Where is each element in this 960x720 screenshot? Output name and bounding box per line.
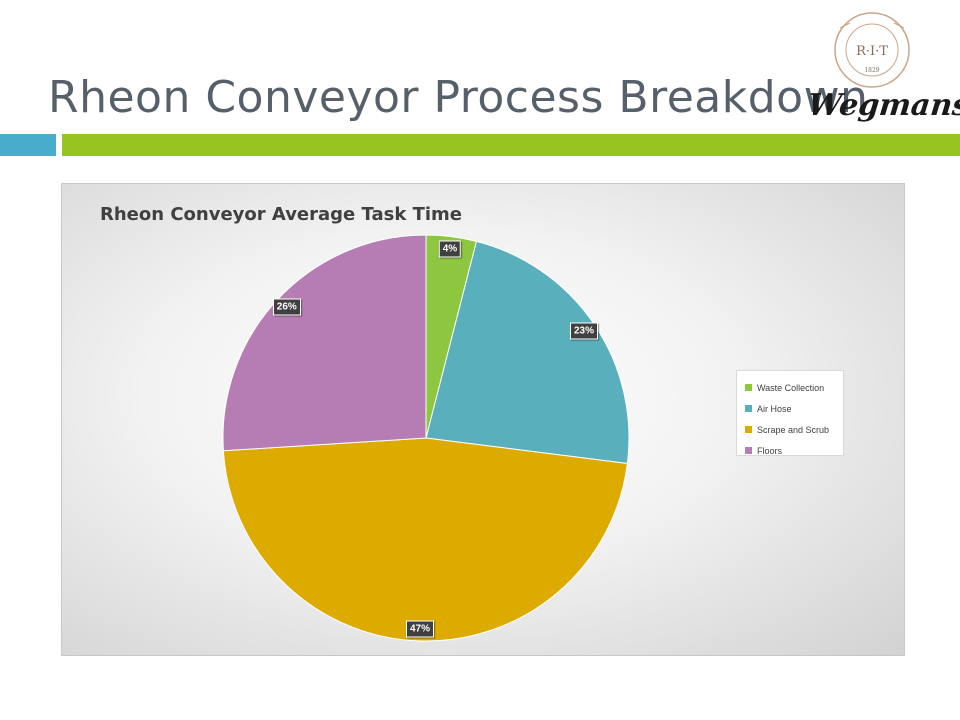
wegmans-logo: Wegmans [806,88,960,123]
legend-swatch [745,405,752,412]
data-label-scrape-and-scrub: 47% [405,620,435,638]
legend-label: Air Hose [757,403,792,414]
accent-bar-right [62,134,960,156]
legend-swatch [745,447,752,454]
chart-legend: Waste Collection Air Hose Scrape and Scrub… [736,370,844,456]
accent-bar-left [0,134,56,156]
data-label-floors: 26% [272,298,301,316]
slide-title: Rheon Conveyor Process Breakdown [48,72,869,123]
pie-chart [222,234,630,642]
legend-swatch [745,384,752,391]
legend-item: Floors [745,440,843,461]
legend-item: Scrape and Scrub [745,419,843,440]
chart-title: Rheon Conveyor Average Task Time [100,204,462,225]
legend-item: Waste Collection [745,377,843,398]
rit-seal-year: 1829 [864,67,879,74]
chart-area: Rheon Conveyor Average Task Time Waste C… [61,183,905,656]
pie-slice-scrape-and-scrub [222,437,628,642]
legend-swatch [745,426,752,433]
legend-item: Air Hose [745,398,843,419]
legend-label: Waste Collection [757,382,825,393]
data-label-waste-collection: 4% [438,240,462,257]
rit-seal-text: R·I·T [856,44,888,59]
pie-slice-floors [222,234,427,452]
legend-label: Scrape and Scrub [757,424,830,435]
legend-label: Floors [757,445,783,456]
rit-seal-logo: R·I·T 1829 [834,12,910,88]
data-label-air-hose: 23% [569,322,598,340]
